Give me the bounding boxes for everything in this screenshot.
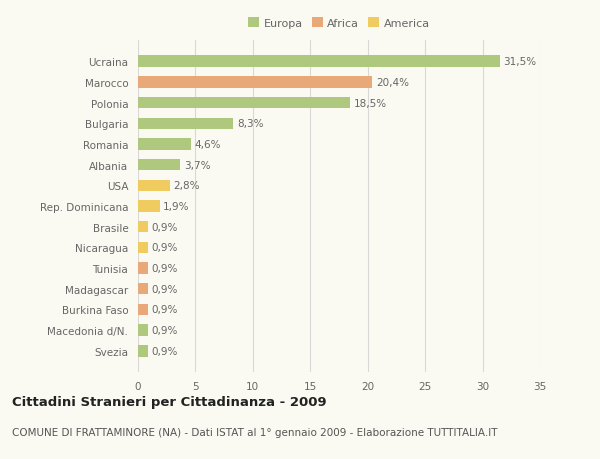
Bar [138,98,350,109]
Text: 0,9%: 0,9% [152,243,178,253]
Text: 31,5%: 31,5% [503,57,536,67]
Bar [138,304,148,315]
Text: 18,5%: 18,5% [354,98,387,108]
Text: 0,9%: 0,9% [152,222,178,232]
Bar [138,284,148,295]
Bar [138,77,373,88]
Text: 8,3%: 8,3% [237,119,263,129]
Text: 0,9%: 0,9% [152,305,178,315]
Bar [138,263,148,274]
Bar [138,222,148,233]
Text: Cittadini Stranieri per Cittadinanza - 2009: Cittadini Stranieri per Cittadinanza - 2… [12,395,326,408]
Bar [138,160,181,171]
Bar [138,325,148,336]
Text: 0,9%: 0,9% [152,325,178,336]
Text: 0,9%: 0,9% [152,263,178,274]
Text: 3,7%: 3,7% [184,160,211,170]
Text: 20,4%: 20,4% [376,78,409,88]
Text: 4,6%: 4,6% [194,140,221,150]
Text: 2,8%: 2,8% [173,181,200,191]
Bar [138,56,500,67]
Legend: Europa, Africa, America: Europa, Africa, America [244,14,434,33]
Bar [138,118,233,129]
Text: 1,9%: 1,9% [163,202,190,212]
Bar [138,346,148,357]
Bar [138,139,191,150]
Bar [138,180,170,191]
Bar [138,201,160,212]
Bar [138,242,148,253]
Text: 0,9%: 0,9% [152,284,178,294]
Text: 0,9%: 0,9% [152,346,178,356]
Text: COMUNE DI FRATTAMINORE (NA) - Dati ISTAT al 1° gennaio 2009 - Elaborazione TUTTI: COMUNE DI FRATTAMINORE (NA) - Dati ISTAT… [12,427,497,437]
